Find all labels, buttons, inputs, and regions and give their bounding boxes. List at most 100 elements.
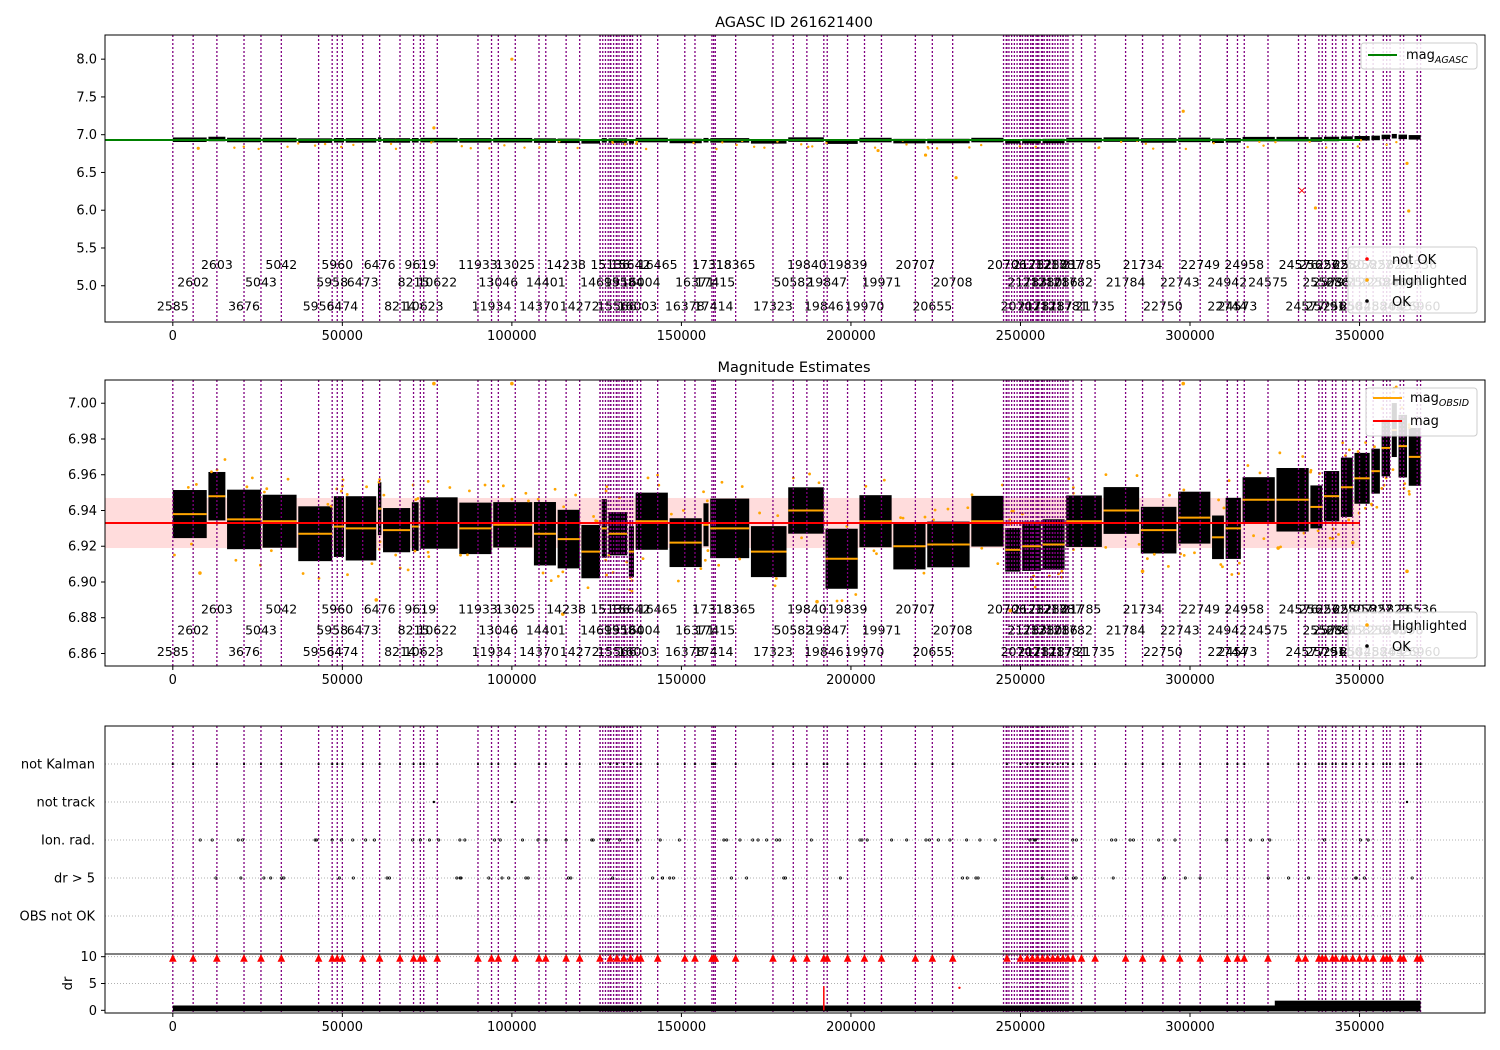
dr-not-ok-marker: ▲ — [1003, 953, 1011, 964]
top-legend-marker — [1365, 299, 1369, 303]
top-obsid-label: 11933 — [458, 257, 498, 272]
top-obsid-label: 10622 — [417, 275, 457, 290]
flags-marker — [636, 762, 639, 766]
top-ytick-label: 7.0 — [76, 128, 97, 143]
dr-not-ok-marker: ▲ — [1322, 953, 1330, 964]
middle-highlighted-point — [426, 479, 430, 483]
top-obsid-label: 21786 — [1038, 275, 1078, 290]
middle-obsid-label: 11933 — [458, 601, 498, 616]
top-highlighted-point — [873, 146, 877, 149]
middle-highlighted-point — [1350, 540, 1355, 545]
top-obsid-label: 24576 — [1279, 257, 1319, 272]
dr-not-ok-marker: ▲ — [1315, 953, 1323, 964]
flags-marker — [1419, 762, 1422, 766]
middle-highlighted-point — [301, 572, 305, 575]
top-highlighted-point — [1184, 147, 1188, 151]
middle-highlighted-point — [1407, 489, 1411, 493]
top-obsid-label: 17414 — [694, 299, 734, 314]
dr-not-ok-marker: ▲ — [606, 953, 614, 964]
top-obsid-label: 24573 — [1218, 299, 1258, 314]
middle-highlighted-point — [549, 579, 553, 583]
middle-highlighted-point — [1182, 488, 1186, 492]
middle-obsid-label: 20708 — [933, 623, 973, 638]
top-xtick-label: 250000 — [996, 329, 1046, 344]
middle-obsid-label: 22744 — [1207, 644, 1247, 659]
top-highlighted-point — [460, 144, 463, 148]
middle-highlighted-point — [1278, 451, 1282, 455]
top-obsid-label: 5958 — [316, 275, 348, 290]
flags-marker — [1178, 762, 1181, 766]
flags-marker — [422, 762, 425, 766]
dr-not-ok-marker: ▲ — [708, 953, 716, 964]
middle-obsid-label: 21782 — [1053, 623, 1093, 638]
top-xtick-label: 0 — [169, 329, 177, 344]
top-obsid-label: 14699 — [580, 275, 620, 290]
top-highlighted-point — [611, 140, 614, 144]
middle-obsid-label: 21781 — [1018, 644, 1058, 659]
middle-highlighted-point — [1219, 563, 1223, 566]
top-obsid-label: 5042 — [265, 257, 297, 272]
flags-marker — [1358, 762, 1361, 766]
middle-highlighted-point — [1337, 533, 1340, 536]
middle-ytick-label: 6.96 — [68, 468, 97, 483]
flags-marker — [1056, 762, 1059, 766]
top-highlighted-point — [389, 142, 393, 146]
dr-not-ok-marker: ▲ — [376, 953, 384, 964]
top-legend-marker — [1365, 278, 1369, 282]
top-highlighted-point — [1405, 161, 1409, 165]
dr-not-ok-marker: ▲ — [654, 953, 662, 964]
middle-highlighted-point — [1140, 569, 1145, 574]
dr-not-ok-marker: ▲ — [1064, 953, 1072, 964]
middle-highlighted-point — [1135, 474, 1139, 477]
middle-obsid-label: 3676 — [228, 644, 260, 659]
flags-marker — [931, 762, 934, 766]
top-obsid-label: 19970 — [845, 299, 885, 314]
top-highlighted-point — [340, 145, 343, 149]
middle-highlighted-point — [1302, 531, 1306, 535]
dr-not-ok-marker: ▲ — [494, 953, 502, 964]
flags-marker — [493, 838, 497, 842]
top-legend-label: not OK — [1392, 253, 1437, 268]
top-ok-points — [628, 139, 634, 144]
top-highlighted-point — [1119, 140, 1123, 144]
middle-xtick-label: 150000 — [657, 673, 707, 688]
top-highlighted-point — [935, 147, 939, 150]
middle-highlighted-point — [592, 515, 595, 518]
top-obsid-label: 20707 — [1001, 299, 1041, 314]
top-obsid-label: 20655 — [912, 299, 952, 314]
flags-marker — [622, 762, 625, 766]
middle-frame — [104, 379, 1486, 667]
flags-marker — [198, 838, 202, 842]
flags-marker — [1341, 762, 1344, 766]
flags-marker — [1344, 762, 1348, 766]
flags-marker — [1365, 762, 1368, 766]
flags-marker — [497, 762, 500, 766]
dr-xtick-label: 50000 — [322, 1020, 363, 1035]
top-obsid-label: 18365 — [716, 257, 756, 272]
flags-marker — [537, 762, 541, 766]
dr-xtick-label: 300000 — [1165, 1020, 1215, 1035]
middle-highlighted-point — [339, 489, 343, 493]
middle-highlighted-point — [365, 485, 368, 489]
flags-marker — [609, 762, 612, 766]
top-ok-points — [750, 139, 787, 144]
dr-not-ok-marker: ▲ — [1023, 953, 1031, 964]
flags-marker — [656, 762, 659, 766]
top-obsid-label: 10623 — [404, 299, 444, 314]
flags-marker — [372, 838, 376, 842]
middle-obsid-label: 21786 — [1038, 623, 1078, 638]
top-ok-points — [1005, 138, 1021, 144]
middle-highlighted-point — [1252, 534, 1255, 538]
flags-marker — [490, 762, 493, 766]
top-obsid-label: 6476 — [364, 257, 396, 272]
middle-ytick-label: 6.92 — [68, 540, 97, 555]
flags-marker — [544, 838, 548, 842]
middle-obsid-label: 22743 — [1160, 623, 1200, 638]
top-highlighted-point — [1018, 145, 1022, 148]
flags-marker — [639, 762, 642, 766]
flags-marker — [1405, 800, 1409, 804]
top-obsid-label: 21782 — [1053, 275, 1093, 290]
top-obsid-label: 21783 — [1007, 275, 1047, 290]
middle-highlighted-point — [1375, 505, 1379, 509]
dr-not-ok-marker: ▲ — [333, 953, 341, 964]
